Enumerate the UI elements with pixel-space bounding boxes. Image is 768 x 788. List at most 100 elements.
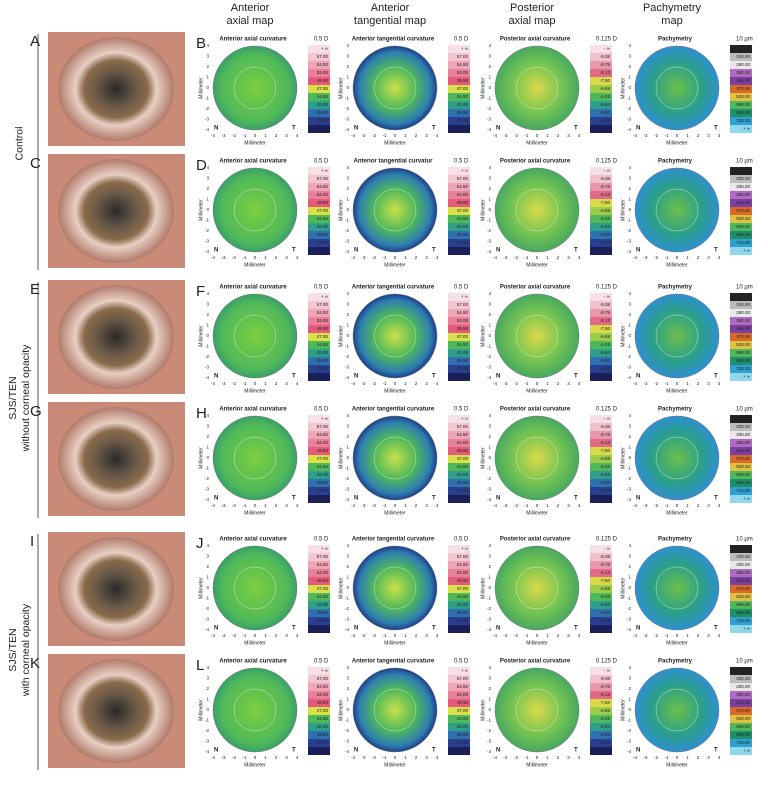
scale-label: 47.00 [317,586,329,591]
scale-label: 42.00 [317,724,329,729]
nasal-marker: N [636,626,640,632]
y-tick-label: -4 [487,127,491,132]
scale-swatch [730,723,752,731]
column-header: Pachymetry map [642,2,702,27]
x-tick-label: -3 [503,755,507,760]
y-tick-label: 3 [206,424,209,429]
map-ring [655,688,699,732]
y-axis-label: Millimeter [338,325,344,347]
y-tick-label: -4 [627,375,631,380]
scale-label: 44.50 [317,716,329,721]
temporal-marker: T [432,748,436,754]
scale-label: - ∞ [744,546,750,551]
scale-label: 47.00 [317,208,329,213]
map-title: Posterior axial curvature [500,407,571,413]
y-tick-label: 0 [346,85,349,90]
scale-swatch [590,723,612,731]
scale-label: -9.38 [600,54,611,59]
scale-swatch [730,487,752,495]
scale-swatch [730,545,752,553]
corneal-map [352,545,438,631]
scale-swatch [590,125,612,133]
y-tick-label: 3 [488,176,491,181]
scale-unit: 0.125 D [596,159,618,165]
y-tick-label: -2 [205,106,209,111]
scale-swatch [730,373,752,381]
temporal-marker: T [432,626,436,632]
scale-swatch [590,175,612,183]
y-tick-label: 4 [206,165,209,170]
y-tick-label: -4 [345,627,349,632]
scale-label: + ∞ [743,374,750,379]
x-tick-label: 0 [394,255,397,260]
scale-swatch [448,561,470,569]
x-tick-label: 3 [567,503,570,508]
x-tick-label: -3 [361,755,365,760]
map-ring [233,566,277,610]
scale-swatch [448,207,470,215]
map-ring [373,66,417,110]
scale-swatch [730,699,752,707]
x-tick-label: -2 [514,133,518,138]
scale-label: 52.00 [317,318,329,323]
x-tick-label: 1 [264,381,267,386]
map-title: Pachymetry [658,407,693,413]
y-axis-label: Millimeter [480,77,486,99]
x-tick-label: 0 [254,255,257,260]
y-tick-label: -2 [205,354,209,359]
scale-label: 57.00 [317,54,329,59]
y-axis-label: Millimeter [480,577,486,599]
scale-swatch [730,199,752,207]
scale-label: -8.13 [600,440,611,445]
x-tick-label: 1 [686,255,689,260]
map-ring [373,314,417,358]
scale-label: + ∞ [321,46,328,51]
scale-label: 590.00 [736,602,750,607]
x-tick-label: 1 [264,503,267,508]
scale-unit: 0.5 D [314,537,329,543]
corneal-map [352,167,438,253]
x-tick-label: -1 [664,133,668,138]
scale-swatch [590,85,612,93]
nasal-marker: N [354,374,358,380]
y-tick-label: -2 [627,728,631,733]
scale-unit: 10 µm [736,537,753,543]
scale-swatch [730,325,752,333]
x-tick-label: 4 [718,755,721,760]
corneal-map [494,415,580,501]
corneal-map [634,415,720,501]
y-tick-label: 0 [206,585,209,590]
x-tick-label: -1 [382,133,386,138]
map-title: Posterior axial curvature [500,537,571,543]
scale-label: 37.00 [317,740,329,745]
group-label: Control [13,126,26,161]
scale-swatch [590,365,612,373]
y-tick-label: 4 [346,43,349,48]
y-tick-label: -3 [627,739,631,744]
scale-swatch [730,69,752,77]
temporal-marker: T [292,248,296,254]
scale-swatch [308,561,330,569]
x-tick-label: 2 [275,133,278,138]
y-axis-label: Millimeter [338,577,344,599]
scale-swatch [590,239,612,247]
y-tick-label: 2 [346,686,349,691]
scale-label: 44.50 [317,342,329,347]
x-tick-label: 3 [707,633,710,638]
scale-swatch [590,423,612,431]
nasal-marker: N [496,374,500,380]
x-tick-label: -3 [221,755,225,760]
scale-label: 350.00 [736,692,750,697]
scale-label: 54.50 [317,62,329,67]
scale-label: -8.75 [600,310,611,315]
eye-iris [58,37,174,141]
scale-unit: 0.5 D [314,159,329,165]
x-tick-label: 3 [707,255,710,260]
scale-swatch [590,667,612,675]
scale-label: -4.38 [600,740,611,745]
scale-label: 290.00 [736,62,750,67]
x-tick-label: -3 [361,381,365,386]
x-tick-label: 3 [567,755,570,760]
scale-label: 350.00 [736,192,750,197]
scale-swatch [730,293,752,301]
